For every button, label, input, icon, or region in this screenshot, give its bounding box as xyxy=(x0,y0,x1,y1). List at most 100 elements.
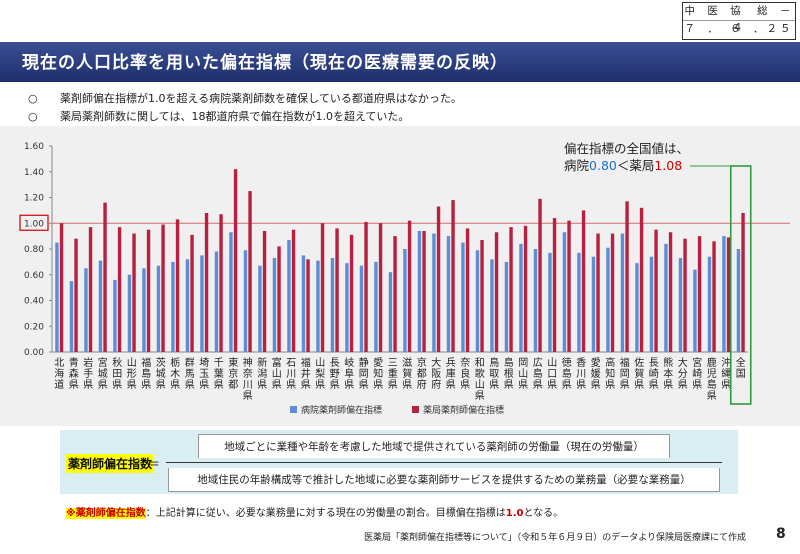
hospital-bar xyxy=(664,243,668,352)
hospital-bar xyxy=(446,236,451,352)
hospital-bar xyxy=(504,261,509,352)
category-label: 良 xyxy=(460,367,470,380)
footnote-value: 1.0 xyxy=(505,508,524,519)
category-label: 県 xyxy=(199,379,209,391)
pharmacy-bar xyxy=(393,236,397,352)
category-label: 岩 xyxy=(83,356,93,369)
hospital-bar xyxy=(736,249,741,352)
fraction-line xyxy=(166,462,722,463)
pharmacy-bar xyxy=(175,219,180,352)
pharmacy-bar xyxy=(567,220,571,352)
pharmacy-bar xyxy=(610,233,615,352)
highlighted-tick-box xyxy=(19,214,49,231)
hospital-bar xyxy=(490,259,494,352)
callout-pharmacy-value: 1.08 xyxy=(654,158,683,173)
pharmacy-bar xyxy=(538,198,542,352)
category-label: 京 xyxy=(228,367,238,380)
footnote-tail: となる。 xyxy=(523,508,564,519)
category-label: 新 xyxy=(257,356,267,369)
pharmacy-bar xyxy=(552,218,557,352)
category-label: 県 xyxy=(98,379,108,391)
category-label: 馬 xyxy=(185,368,195,380)
y-tick-label: 0.00 xyxy=(24,348,44,358)
legend-pharmacy-swatch xyxy=(412,406,419,413)
hospital-bar xyxy=(374,261,378,352)
category-label: 森 xyxy=(69,367,79,380)
category-label: 三 xyxy=(388,358,398,369)
hospital-bar xyxy=(403,249,407,352)
category-label: 県 xyxy=(330,379,340,391)
pharmacy-bar xyxy=(509,227,513,352)
category-label: 福 xyxy=(141,356,151,369)
category-label: 県 xyxy=(156,379,166,391)
category-label: 県 xyxy=(591,379,601,391)
hospital-bar xyxy=(649,256,654,352)
pharmacy-bar xyxy=(639,207,644,352)
pharmacy-bar xyxy=(480,239,484,352)
hospital-bar xyxy=(432,233,436,352)
category-label: 県 xyxy=(272,379,282,391)
pharmacy-bar xyxy=(103,202,107,352)
y-tick-label: 1.40 xyxy=(24,168,44,178)
hospital-bar xyxy=(330,258,335,352)
hospital-bar xyxy=(591,256,596,352)
category-label: 野 xyxy=(330,368,340,380)
pharmacy-bar xyxy=(59,223,64,352)
hospital-bar xyxy=(388,272,393,352)
category-label: 府 xyxy=(417,378,427,391)
pharmacy-bar xyxy=(146,229,151,352)
pharmacy-bar xyxy=(726,237,731,352)
category-label: 歌 xyxy=(475,367,485,380)
category-label: 全 xyxy=(736,356,746,369)
pharmacy-bar xyxy=(291,229,296,352)
hospital-bar xyxy=(185,259,190,352)
category-label: 県 xyxy=(388,379,398,391)
pharmacy-bar xyxy=(712,241,716,352)
category-label: 徳 xyxy=(562,356,572,369)
formula-denominator: 地域住民の年齢構成等で推計した地域に必要な薬剤師サービスを提供するための業務量（… xyxy=(168,468,720,492)
category-label: 栃 xyxy=(170,356,180,369)
category-label: 県 xyxy=(605,379,615,391)
footnote-label: ※薬剤師偏在指数 xyxy=(66,508,146,519)
category-label: 島 xyxy=(562,367,572,380)
category-label: 宮 xyxy=(692,356,702,369)
category-label: 田 xyxy=(112,369,122,380)
hospital-bar xyxy=(620,233,625,352)
category-label: 県 xyxy=(692,379,702,391)
pharmacy-bar xyxy=(625,201,629,352)
pharmacy-bar xyxy=(117,227,122,352)
hospital-bar xyxy=(562,232,567,352)
pharmacy-bar xyxy=(335,228,339,352)
bar-chart: 0.00 0.20 0.40 0.60 0.80 1.00 1.20 1.40 1.60 北海道青… xyxy=(19,142,790,416)
category-label: 県 xyxy=(69,379,79,391)
hospital-bar xyxy=(635,263,639,352)
category-label: 縄 xyxy=(721,367,731,380)
category-label: 取 xyxy=(489,368,499,380)
hospital-bar xyxy=(214,251,219,352)
pharmacy-bar xyxy=(697,236,702,352)
category-label: 国 xyxy=(736,368,746,380)
category-label: 県 xyxy=(663,379,673,391)
source-note: 医薬局「薬剤師偏在指標等について」（令和５年６月９日）のデータより保険局医療課に… xyxy=(364,533,747,543)
hospital-bar xyxy=(171,261,175,352)
pharmacy-bar xyxy=(219,214,223,352)
category-label: 香 xyxy=(576,357,586,369)
category-label: 県 xyxy=(475,390,485,402)
pharmacy-bar xyxy=(190,234,194,352)
hospital-bar xyxy=(69,281,74,352)
category-label: 秋 xyxy=(112,356,122,369)
category-label: 和 xyxy=(475,357,485,369)
pharmacy-bar xyxy=(596,233,600,352)
category-label: 崎 xyxy=(692,367,702,380)
category-label: 愛 xyxy=(373,356,383,369)
pharmacy-bar xyxy=(465,228,470,352)
hospital-bar xyxy=(127,274,132,352)
pharmacy-bar xyxy=(306,259,310,352)
category-label: 鳥 xyxy=(489,356,499,369)
category-label: 県 xyxy=(286,379,296,391)
bullet-text: 薬剤師偏在指標が1.0を超える病院薬剤師数を確保している都道府県はなかった。 xyxy=(60,92,462,105)
category-label: 県 xyxy=(489,379,499,391)
category-label: 京 xyxy=(417,356,427,369)
category-label: 山 xyxy=(127,357,137,369)
bullet-2: ○ 薬局薬剤師数に関しては、18都道府県で偏在指数が1.0を超えていた。 xyxy=(28,108,409,124)
